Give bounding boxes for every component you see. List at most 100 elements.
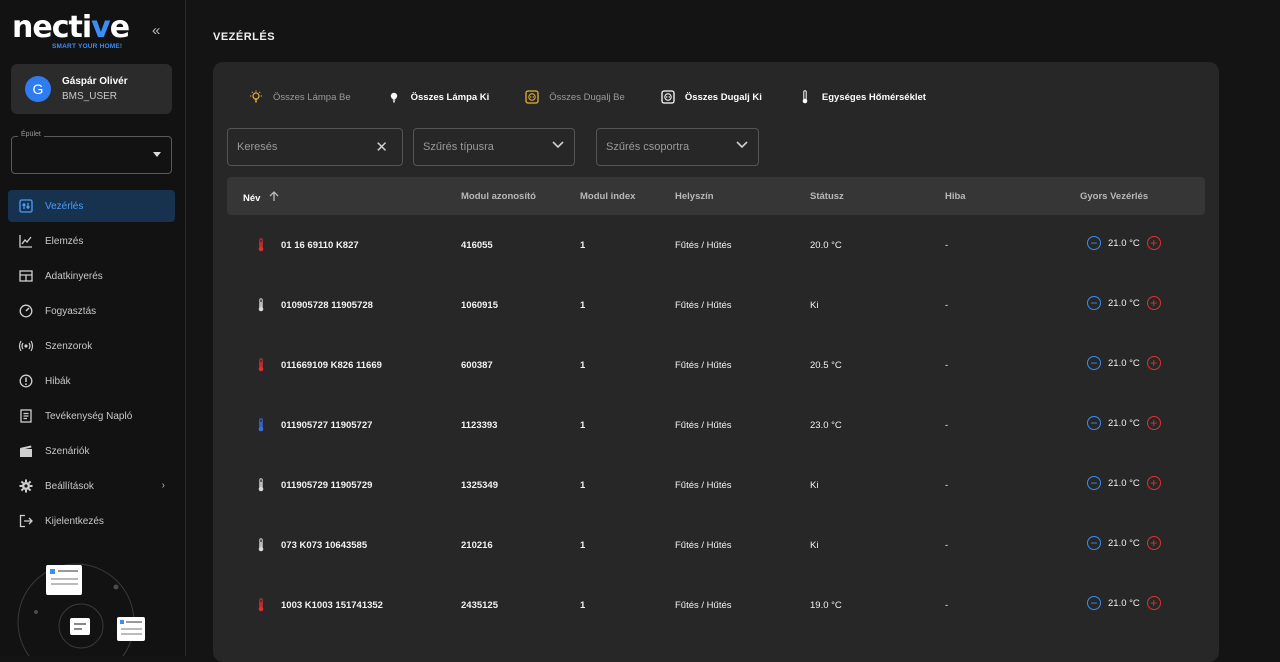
quick-action-label: Összes Lámpa Be xyxy=(273,91,351,103)
quick-action-bulb-on[interactable]: Összes Lámpa Be xyxy=(249,90,351,104)
increase-temperature-button[interactable]: + xyxy=(1146,356,1161,370)
sidebar-item-label: Adatkinyerés xyxy=(45,270,103,282)
user-role: BMS_USER xyxy=(62,91,118,102)
quick-action-socket-off[interactable]: Összes Dugalj Ki xyxy=(661,90,762,104)
sidebar-item-label: Beállítások xyxy=(45,480,94,492)
increase-temperature-button[interactable]: + xyxy=(1146,236,1161,250)
error: - xyxy=(945,300,949,311)
column-header-module-id[interactable]: Modul azonosító xyxy=(461,191,536,202)
table-row[interactable]: 01 16 69110 K827 416055 1 Fűtés / Hűtés 20.0… xyxy=(227,215,1205,275)
gear-icon xyxy=(18,478,34,494)
table-row[interactable]: 011905729 11905729 1325349 1 Fűtés / Hűtés K… xyxy=(227,455,1205,515)
decrease-temperature-button[interactable]: − xyxy=(1087,416,1101,430)
increase-temperature-button[interactable]: + xyxy=(1146,296,1161,310)
location: Fűtés / Hűtés xyxy=(675,420,732,431)
location: Fűtés / Hűtés xyxy=(675,240,732,251)
sidebar-item-label: Szenáriók xyxy=(45,445,90,457)
sort-ascending-icon[interactable] xyxy=(269,191,279,202)
setpoint-value: 21.0 °C xyxy=(1108,297,1140,309)
chevron-right-icon: › xyxy=(161,480,165,491)
group-filter-select[interactable]: Szűrés csoportra xyxy=(596,128,759,166)
column-header-location[interactable]: Helyszín xyxy=(675,191,714,202)
decrease-temperature-button[interactable]: − xyxy=(1087,236,1101,250)
module-id: 2435125 xyxy=(461,600,498,611)
building-select[interactable]: Épület xyxy=(11,131,172,174)
sidebar-item-error[interactable]: Hibák xyxy=(8,365,175,397)
table-icon xyxy=(18,268,34,284)
search-field[interactable]: ✕ xyxy=(227,128,403,166)
sidebar-item-label: Tevékenység Napló xyxy=(45,410,133,422)
column-header-module-index[interactable]: Modul index xyxy=(580,191,636,202)
error: - xyxy=(945,360,949,371)
quick-action-label: Összes Dugalj Be xyxy=(549,91,625,103)
control-panel: Összes Lámpa Be Összes Lámpa Ki Összes Dug… xyxy=(213,62,1219,662)
sidebar-item-chart-line[interactable]: Elemzés xyxy=(8,225,175,257)
socket-on-icon xyxy=(525,90,539,104)
column-header-name[interactable]: Név xyxy=(243,191,279,204)
setpoint-value: 21.0 °C xyxy=(1108,537,1140,549)
location: Fűtés / Hűtés xyxy=(675,480,732,491)
chevron-down-icon xyxy=(736,141,748,149)
sidebar-item-control[interactable]: Vezérlés xyxy=(8,190,175,222)
sidebar-item-gauge[interactable]: Fogyasztás xyxy=(8,295,175,327)
sidebar-item-logout[interactable]: Kijelentkezés xyxy=(8,505,175,537)
table-row[interactable]: 011905727 11905727 1123393 1 Fűtés / Hűtés 2… xyxy=(227,395,1205,455)
sidebar-item-label: Elemzés xyxy=(45,235,84,247)
device-name: 01 16 69110 K827 xyxy=(281,240,359,251)
quick-action-socket-on[interactable]: Összes Dugalj Be xyxy=(525,90,625,104)
type-filter-select[interactable]: Szűrés típusra xyxy=(413,128,575,166)
increase-temperature-button[interactable]: + xyxy=(1146,416,1161,430)
increase-temperature-button[interactable]: + xyxy=(1146,476,1161,490)
collapse-sidebar-icon[interactable]: « xyxy=(152,22,161,39)
control-icon xyxy=(18,198,34,214)
increase-temperature-button[interactable]: + xyxy=(1146,536,1161,550)
column-header-quick-control: Gyors Vezérlés xyxy=(1080,191,1149,202)
avatar: G xyxy=(25,76,51,102)
table-row[interactable]: 011669109 K826 11669 600387 1 Fűtés / Hűtés… xyxy=(227,335,1205,395)
sidebar-item-label: Kijelentkezés xyxy=(45,515,104,527)
device-name: 011905729 11905729 xyxy=(281,480,373,491)
module-index: 1 xyxy=(580,420,586,431)
decrease-temperature-button[interactable]: − xyxy=(1087,356,1101,370)
quick-control: −21.0 °C + xyxy=(1087,356,1161,370)
table-row[interactable]: 010905728 11905728 1060915 1 Fűtés / Hűtés K… xyxy=(227,275,1205,335)
quick-control: −21.0 °C + xyxy=(1087,476,1161,490)
decrease-temperature-button[interactable]: − xyxy=(1087,536,1101,550)
location: Fűtés / Hűtés xyxy=(675,540,732,551)
logo-tagline: SMART YOUR HOME! xyxy=(52,43,123,50)
clear-search-icon[interactable]: ✕ xyxy=(375,139,388,156)
error: - xyxy=(945,600,949,611)
chart-line-icon xyxy=(18,233,34,249)
sidebar-item-gear[interactable]: Beállítások › xyxy=(8,470,175,502)
sidebar-item-log[interactable]: Tevékenység Napló xyxy=(8,400,175,432)
setpoint-value: 21.0 °C xyxy=(1108,417,1140,429)
quick-action-thermometer[interactable]: Egységes Hőmérséklet xyxy=(798,90,926,104)
table-row[interactable]: 073 K073 10643585 210216 1 Fűtés / Hűtés Ki -… xyxy=(227,515,1205,575)
sidebar-item-clapper[interactable]: Szenáriók xyxy=(8,435,175,467)
building-select-label: Épület xyxy=(18,131,44,138)
table-row[interactable]: 1003 K1003 151741352 2435125 1 Fűtés / Hűté… xyxy=(227,575,1205,635)
column-header-error[interactable]: Hiba xyxy=(945,191,966,202)
module-id: 1060915 xyxy=(461,300,498,311)
setpoint-value: 21.0 °C xyxy=(1108,357,1140,369)
logo: nective SMART YOUR HOME! xyxy=(12,13,130,51)
module-index: 1 xyxy=(580,600,586,611)
decrease-temperature-button[interactable]: − xyxy=(1087,596,1101,610)
module-id: 1123393 xyxy=(461,420,498,431)
status: Ki xyxy=(810,300,819,311)
caret-down-icon xyxy=(153,152,161,157)
increase-temperature-button[interactable]: + xyxy=(1146,596,1161,610)
module-index: 1 xyxy=(580,300,586,311)
bulb-off-icon xyxy=(387,90,401,104)
decrease-temperature-button[interactable]: − xyxy=(1087,476,1101,490)
user-card[interactable]: G Gáspár Olivér BMS_USER xyxy=(11,64,172,114)
sidebar-item-sensor[interactable]: Szenzorok xyxy=(8,330,175,362)
quick-action-bulb-off[interactable]: Összes Lámpa Ki xyxy=(387,90,489,104)
quick-actions-bar: Összes Lámpa Be Összes Lámpa Ki Összes Dug… xyxy=(249,90,962,104)
decrease-temperature-button[interactable]: − xyxy=(1087,296,1101,310)
sidebar-nav: Vezérlés Elemzés Adatkinyerés Fogyasztás Sze… xyxy=(8,190,175,540)
search-input[interactable] xyxy=(237,141,357,153)
location: Fűtés / Hűtés xyxy=(675,600,732,611)
sidebar-item-table[interactable]: Adatkinyerés xyxy=(8,260,175,292)
column-header-status[interactable]: Státusz xyxy=(810,191,844,202)
